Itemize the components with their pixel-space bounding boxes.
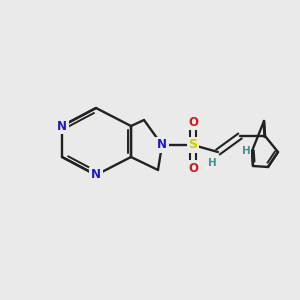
Text: N: N (157, 139, 167, 152)
Text: O: O (188, 116, 198, 128)
Text: N: N (57, 119, 67, 133)
Text: N: N (91, 169, 101, 182)
Text: S: S (188, 139, 197, 152)
Text: H: H (208, 158, 216, 168)
Text: H: H (242, 146, 250, 156)
Text: O: O (188, 161, 198, 175)
